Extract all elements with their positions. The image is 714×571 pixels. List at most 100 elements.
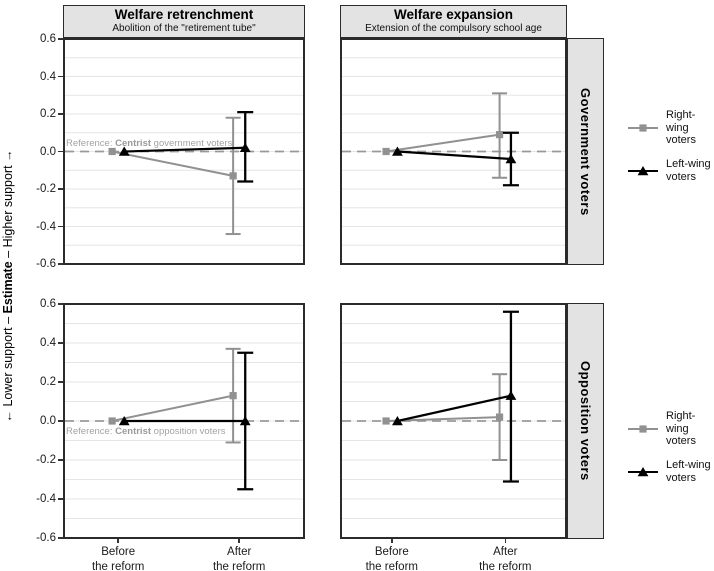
plot-area (340, 38, 567, 265)
facet-subtitle: Abolition of the "retirement tube" (112, 23, 256, 35)
y-tick-label: -0.6 (36, 258, 56, 271)
panel-border (63, 303, 305, 539)
x-tick (504, 539, 506, 543)
facet-title: Welfare expansion (393, 6, 514, 22)
legend-item-left-wing: Left-wing voters (628, 158, 714, 183)
square-marker (108, 147, 116, 156)
square-marker (108, 417, 116, 425)
facet-header-welfare-expansion: Welfare expansion Extension of the compu… (340, 5, 567, 38)
square-marker (639, 124, 647, 132)
square-series-key-icon (628, 124, 658, 132)
triangle-marker (239, 142, 251, 152)
x-tick (117, 539, 119, 543)
triangle-marker (239, 416, 251, 426)
x-tick-label: After the reform (460, 545, 550, 571)
plot-area (340, 303, 567, 539)
y-tick (58, 537, 63, 539)
x-tick-label-line: the reform (91, 560, 145, 571)
series-line (397, 150, 512, 161)
x-tick-label-line: Before (374, 546, 409, 558)
square-marker (229, 172, 237, 180)
y-tick-label: 0.4 (40, 337, 56, 349)
series-line (397, 394, 512, 423)
reference-note-prefix: Reference: (66, 138, 116, 149)
triangle-series-key-icon (628, 466, 658, 476)
y-tick (58, 150, 63, 153)
triangle-marker (505, 154, 517, 164)
reference-note-bold: Centrist (115, 426, 152, 437)
y-tick-label: 0.2 (40, 108, 56, 120)
y-tick (58, 263, 63, 265)
square-marker (639, 425, 647, 433)
facet-subtitle: Extension of the compulsory school age (365, 23, 542, 35)
reference-note-suffix: opposition voters (151, 426, 226, 437)
y-tick-label: -0.6 (36, 532, 56, 544)
x-tick-label: After the reform (194, 545, 284, 571)
y-axis-title-estimate: Estimate (1, 261, 15, 314)
legend-label: Left-wing voters (666, 158, 711, 183)
facet-row-label: Opposition voters (578, 361, 593, 481)
x-tick-label: Before the reform (347, 545, 437, 571)
y-tick (58, 303, 63, 305)
series-line (111, 150, 234, 177)
x-tick-label-line: the reform (212, 560, 266, 571)
panel-government-welfare-retrenchment: Reference: Centrist government voters (63, 38, 305, 265)
facet-row-opposition-voters: Opposition voters (567, 303, 604, 539)
legend-item-right-wing: Right-wing voters (628, 410, 714, 448)
x-tick-label-line: the reform (479, 560, 532, 571)
facet-row-label: Government voters (578, 87, 593, 216)
y-tick-label: 0.0 (40, 145, 56, 158)
square-marker (495, 413, 504, 421)
x-tick-label: Before the reform (73, 545, 163, 571)
square-marker (229, 392, 237, 400)
y-tick-label: 0.6 (40, 32, 56, 45)
y-tick (58, 188, 63, 190)
y-tick-label: 0.2 (40, 376, 56, 388)
square-marker (382, 417, 390, 425)
x-tick-label-line: After (227, 546, 252, 558)
panel-border (340, 38, 567, 265)
triangle-marker (392, 146, 403, 156)
panel-border (340, 303, 567, 539)
legend-label-line: voters (666, 134, 696, 147)
x-tick-label-line: After (493, 546, 518, 558)
panel-border (63, 38, 305, 265)
y-tick (58, 38, 63, 40)
triangle-marker (637, 466, 649, 476)
legend-item-left-wing: Left-wing voters (628, 459, 714, 484)
series-line (385, 133, 500, 153)
series-line (111, 394, 234, 422)
legend-opposition-voters: Right-wing voters Left-wing voters (628, 410, 714, 495)
legend-label-line: voters (666, 435, 696, 448)
triangle-marker (118, 416, 130, 426)
y-tick (58, 498, 63, 500)
reference-note-bold: Centrist (115, 138, 152, 149)
panel-government-welfare-expansion (340, 38, 567, 265)
legend-label-line: Left-wing (666, 458, 711, 471)
triangle-marker (637, 165, 649, 175)
legend-label-line: Right-wing (666, 410, 696, 435)
y-tick-label: 0.4 (40, 70, 56, 83)
series-line (124, 146, 246, 153)
legend-label: Left-wing voters (666, 459, 711, 484)
legend-label-line: Left-wing (666, 157, 711, 170)
y-tick (58, 113, 63, 115)
y-tick (58, 420, 63, 422)
y-tick (58, 75, 63, 78)
legend-item-right-wing: Right-wing voters (628, 109, 714, 147)
x-tick (391, 539, 393, 543)
facet-row-government-voters: Government voters (567, 38, 604, 265)
legend-label-line: voters (666, 170, 696, 183)
triangle-series-key-icon (628, 165, 658, 175)
legend-label: Right-wing voters (666, 410, 714, 448)
legend-label-line: Right-wing (666, 109, 696, 134)
y-tick (58, 342, 63, 344)
y-tick-label: -0.2 (36, 454, 56, 466)
x-tick-label-line: Before (101, 546, 136, 558)
facet-title: Welfare retrenchment (114, 6, 254, 22)
y-tick (58, 459, 63, 461)
reference-note: Reference: Centrist government voters (66, 138, 232, 149)
x-tick (238, 539, 240, 543)
facet-header-welfare-retrenchment: Welfare retrenchment Abolition of the "r… (63, 5, 305, 38)
triangle-marker (118, 146, 130, 156)
